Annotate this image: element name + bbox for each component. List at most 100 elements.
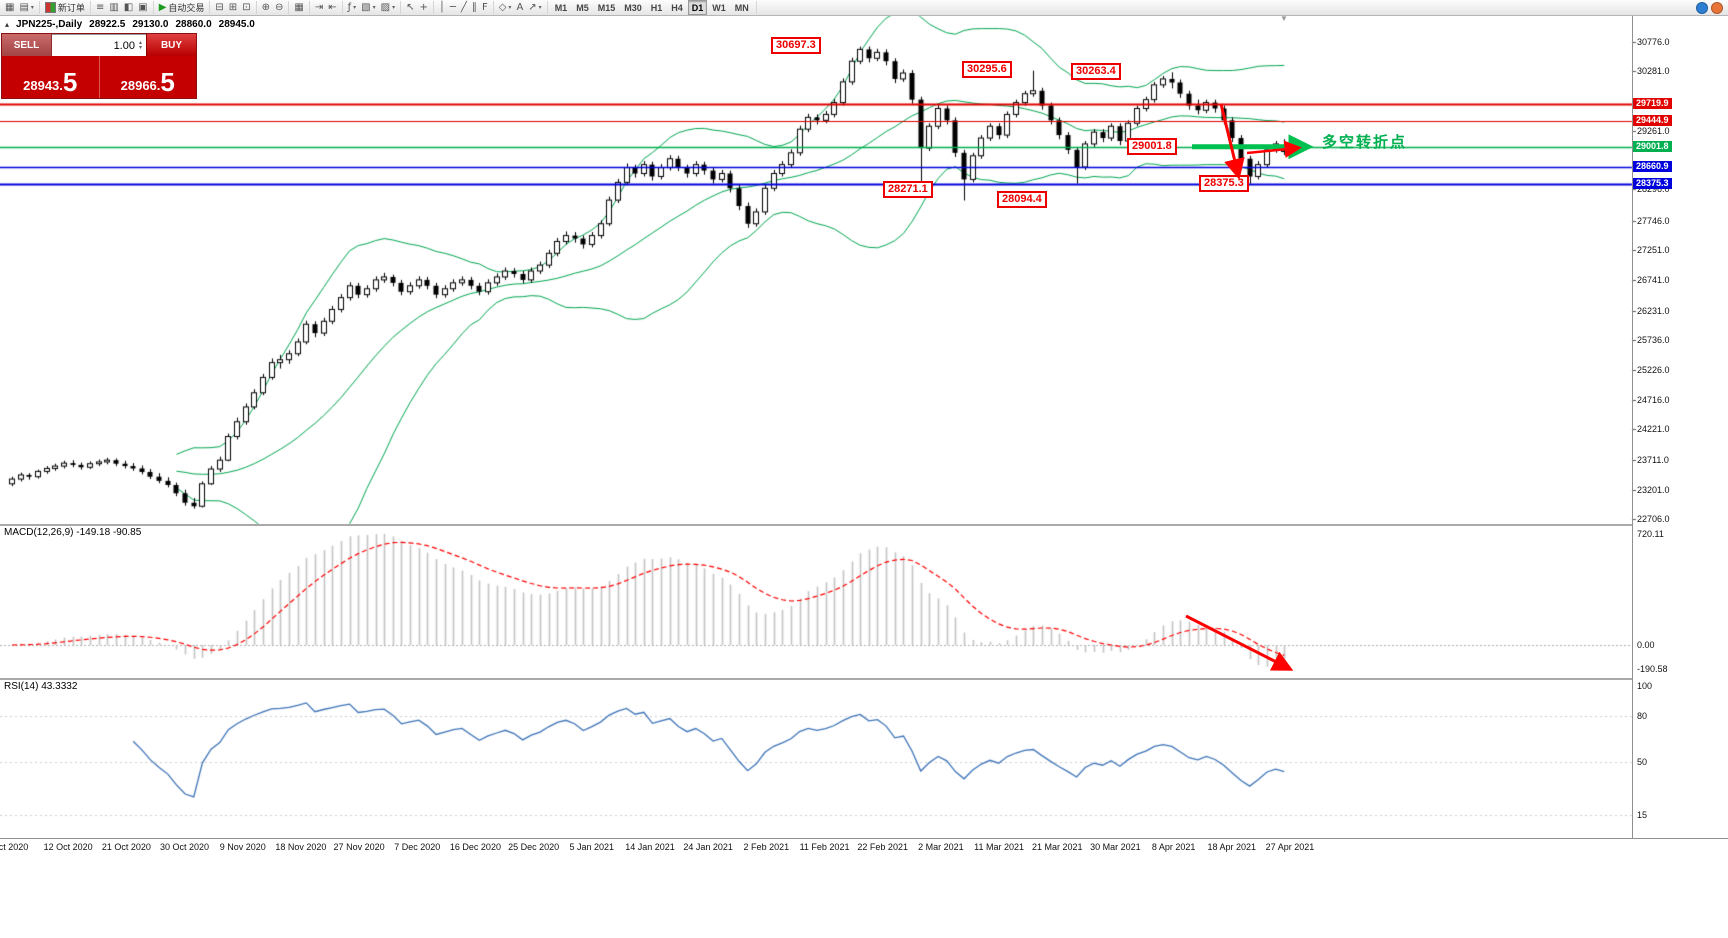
timeframe-button-m30[interactable]: M30 (624, 2, 642, 13)
indicators-icon: ƒ (347, 2, 352, 13)
chart-shift-button[interactable]: ⇤ (326, 1, 338, 14)
alerts-icon[interactable] (1711, 1, 1723, 14)
timeframe-button-h1[interactable]: H1 (650, 2, 663, 13)
shapes-button[interactable]: ◇ ▾ (497, 1, 514, 14)
ask-price: 28966. 5 (98, 56, 197, 98)
toolbar-groups: ▦ ▤ ▾ 新订单 ≡ ▥ ◧ ▣ ▶ 自动交易 ⊟ ⊞ ⊡ ⊕ ⊖ ▦ ⇥ ⇤ ƒ ▾ ▧ ▾ ▨ ▾ ↖ + │ ─ ╱ ∥ F ◇ ▾ A ↗… (0, 0, 757, 15)
crosshair-icon: + (419, 2, 428, 13)
toolbar-button-label: 新订单 (57, 3, 85, 13)
timeframe-button-m5[interactable]: M5 (576, 2, 589, 13)
toolbar-group: ◇ ▾ A ↗ ▾ (494, 1, 548, 14)
indicators-button[interactable]: ƒ ▾ (346, 1, 359, 14)
ohlc-close: 28945.0 (218, 19, 255, 30)
fibonacci-icon: F (481, 2, 488, 13)
terminal-button[interactable]: ▣ (136, 1, 149, 14)
trendline-button[interactable]: ╱ (459, 1, 469, 14)
auto-scroll-button[interactable]: ⇥ (313, 1, 325, 14)
toolbar-group: ⊕ ⊖ (257, 1, 290, 14)
navigator-button[interactable]: ◧ (122, 1, 135, 14)
vertical-line-button[interactable]: │ (437, 1, 447, 14)
toolbar-group: ▦ ▤ ▾ (0, 1, 40, 14)
volume-down-icon[interactable]: ▾ (138, 44, 142, 51)
volume-value: 1.00 (113, 39, 135, 52)
new-order-button[interactable]: 新订单 (43, 1, 87, 14)
toolbar-group: ≡ ▥ ◧ ▣ (91, 1, 154, 14)
market-watch-icon: ≡ (95, 2, 105, 13)
one-click-collapse-icon[interactable]: ▴ (5, 20, 10, 29)
chart-profiles-button[interactable]: ▤ ▾ (17, 1, 35, 14)
horizontal-line-button[interactable]: ─ (448, 1, 458, 14)
volume-up-icon[interactable]: ▴ (138, 39, 142, 46)
bid-main-digits: 28943. (23, 78, 63, 93)
panel-splitter-rsi[interactable] (0, 678, 1632, 680)
toolbar: ▦ ▤ ▾ 新订单 ≡ ▥ ◧ ▣ ▶ 自动交易 ⊟ ⊞ ⊡ ⊕ ⊖ ▦ ⇥ ⇤ ƒ ▾ ▧ ▾ ▨ ▾ ↖ + │ ─ ╱ ∥ F ◇ ▾ A ↗… (0, 0, 1728, 16)
bid-ask-display: 28943. 5 28966. 5 (2, 56, 196, 98)
sell-button[interactable]: SELL (2, 34, 52, 56)
account-icon[interactable] (1696, 1, 1708, 14)
volume-spinner[interactable]: ▴ ▾ (138, 39, 142, 51)
one-click-trading-panel: SELL 1.00 ▴ ▾ BUY 28943. 5 28966. 5 (2, 34, 196, 98)
new-order-icon (44, 2, 56, 13)
terminal-icon: ▣ (138, 2, 148, 13)
tile-vertical-button[interactable]: ⊞ (227, 1, 239, 14)
price-axis-separator[interactable] (1632, 15, 1633, 838)
tiled-windows-button[interactable]: ▦ (292, 1, 305, 14)
zoom-out-button[interactable]: ⊖ (273, 1, 285, 14)
rsi-indicator-label: RSI(14) 43.3332 (4, 681, 78, 692)
ask-big-digit: 5 (160, 67, 175, 97)
cascade-windows-button[interactable]: ⊡ (240, 1, 252, 14)
navigator-icon: ◧ (123, 2, 134, 13)
buy-button[interactable]: BUY (146, 34, 196, 56)
cursor-button[interactable]: ↖ (404, 1, 416, 14)
tile-vertical-icon: ⊞ (228, 2, 238, 13)
fibonacci-button[interactable]: F (480, 1, 490, 14)
shapes-icon: ◇ (498, 2, 507, 13)
timeframe-button-d1[interactable]: D1 (687, 0, 708, 15)
cascade-windows-icon: ⊡ (242, 2, 251, 13)
toolbar-button-label: 自动交易 (168, 3, 205, 13)
timeframe-button-m1[interactable]: M1 (554, 2, 568, 13)
channel-button[interactable]: ∥ (470, 1, 479, 14)
text-label-button[interactable]: A (514, 1, 525, 14)
auto-scroll-icon: ⇥ (314, 2, 324, 13)
horizontal-line-icon: ─ (449, 2, 456, 13)
data-window-button[interactable]: ▥ (107, 1, 120, 14)
periods-button[interactable]: ▧ ▾ (359, 1, 377, 14)
market-watch-button[interactable]: ≡ (94, 1, 106, 14)
ohlc-low: 28860.0 (175, 19, 212, 30)
timeframe-button-w1[interactable]: W1 (712, 2, 726, 13)
toolbar-right-icons (1696, 1, 1728, 14)
toolbar-group: ▶ 自动交易 (154, 1, 211, 14)
autotrading-button[interactable]: ▶ 自动交易 (157, 1, 207, 14)
timeframe-button-m15[interactable]: M15 (597, 2, 616, 13)
bid-price: 28943. 5 (2, 56, 99, 98)
tile-horizontal-button[interactable]: ⊟ (213, 1, 225, 14)
toolbar-group: M1 M5 M15 M30 H1 H4 D1 W1 MN (548, 0, 757, 15)
symbol-period-label: JPN225-,Daily (16, 19, 83, 30)
panel-splitter-macd[interactable] (0, 524, 1632, 526)
timeframe-button-h4[interactable]: H4 (671, 2, 683, 13)
new-chart-button[interactable]: ▦ (3, 1, 16, 14)
chart-profiles-icon: ▤ (19, 2, 29, 13)
arrow-tools-button[interactable]: ↗ ▾ (526, 1, 543, 14)
templates-icon: ▨ (380, 2, 391, 13)
templates-button[interactable]: ▨ ▾ (379, 1, 397, 14)
zoom-in-button[interactable]: ⊕ (260, 1, 272, 14)
chevron-down-icon: ▾ (30, 5, 34, 11)
zoom-out-icon: ⊖ (274, 2, 284, 13)
ask-main-digits: 28966. (120, 78, 161, 93)
chevron-down-icon: ▾ (392, 5, 396, 11)
toolbar-group: ƒ ▾ ▧ ▾ ▨ ▾ (343, 1, 402, 14)
toolbar-group: ▦ (289, 1, 310, 14)
toolbar-group: 新订单 (40, 1, 91, 14)
autotrading-icon: ▶ (158, 2, 167, 13)
chevron-down-icon: ▾ (353, 5, 357, 11)
timeframe-button-mn[interactable]: MN (734, 2, 749, 13)
cursor-icon: ↖ (406, 2, 415, 13)
crosshair-button[interactable]: + (417, 1, 429, 14)
chevron-down-icon: ▾ (372, 5, 376, 11)
volume-input[interactable]: 1.00 ▴ ▾ (52, 34, 146, 56)
toolbar-group: ⇥ ⇤ (310, 1, 343, 14)
